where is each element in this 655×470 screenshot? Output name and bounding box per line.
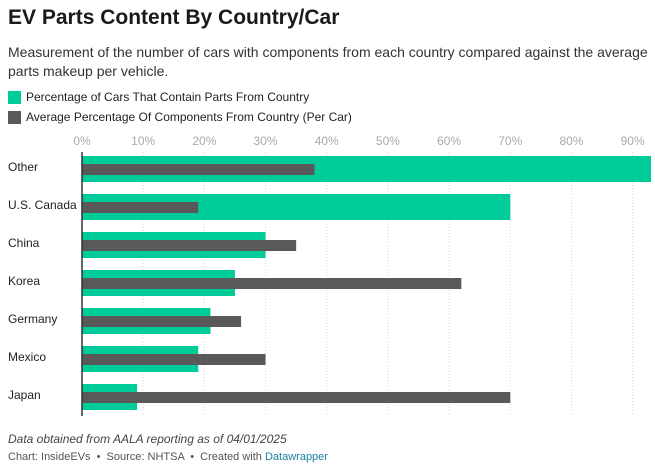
x-tick-label: 50% xyxy=(376,134,400,148)
credit-source: Source: NHTSA xyxy=(106,451,185,463)
bar-series-2 xyxy=(82,278,462,289)
x-tick-label: 70% xyxy=(498,134,522,148)
chart-title: EV Parts Content By Country/Car xyxy=(8,6,340,29)
x-tick-label: 0% xyxy=(73,134,91,148)
credit-separator: • xyxy=(96,451,101,463)
bar-series-2 xyxy=(82,316,242,327)
datawrapper-link[interactable]: Datawrapper xyxy=(264,451,328,463)
category-label: Mexico xyxy=(8,350,46,364)
data-note: Data obtained from AALA reporting as of … xyxy=(8,432,287,446)
bar-series-2 xyxy=(82,164,315,175)
legend-item-series-2: Average Percentage Of Components From Co… xyxy=(8,107,352,127)
category-label: Other xyxy=(8,160,38,174)
bar-series-2 xyxy=(82,392,511,403)
bar-series-2 xyxy=(82,240,297,251)
legend-swatch-series-1 xyxy=(8,90,21,104)
category-label: Japan xyxy=(8,388,41,402)
credit-created-with: Created with xyxy=(200,451,262,463)
chart-subtitle: Measurement of the number of cars with c… xyxy=(8,44,648,79)
legend-label-series-2: Average Percentage Of Components From Co… xyxy=(26,110,352,124)
credit-author: Chart: InsideEVs xyxy=(8,451,91,463)
category-label: China xyxy=(8,236,40,250)
category-label: U.S. Canada xyxy=(8,198,77,212)
credits-line: Chart: InsideEVs • Source: NHTSA • Creat… xyxy=(8,451,328,463)
credit-separator: • xyxy=(190,451,195,463)
x-tick-label: 10% xyxy=(131,134,155,148)
x-tick-label: 40% xyxy=(315,134,339,148)
x-tick-label: 20% xyxy=(192,134,216,148)
x-tick-label: 60% xyxy=(437,134,461,148)
category-label: Germany xyxy=(8,312,57,326)
x-tick-label: 30% xyxy=(254,134,278,148)
bar-series-2 xyxy=(82,202,199,213)
x-tick-label: 90% xyxy=(621,134,645,148)
legend-item-series-1: Percentage of Cars That Contain Parts Fr… xyxy=(8,87,352,107)
category-label: Korea xyxy=(8,274,40,288)
legend-label-series-1: Percentage of Cars That Contain Parts Fr… xyxy=(26,90,310,104)
bar-series-2 xyxy=(82,354,266,365)
legend-swatch-series-2 xyxy=(8,110,21,124)
legend: Percentage of Cars That Contain Parts Fr… xyxy=(8,87,352,127)
x-tick-label: 80% xyxy=(559,134,583,148)
bar-chart: 0% 10% 20% 30% 40% 50% 60% 70% 80% 90% Other U.S. C… xyxy=(8,134,651,416)
